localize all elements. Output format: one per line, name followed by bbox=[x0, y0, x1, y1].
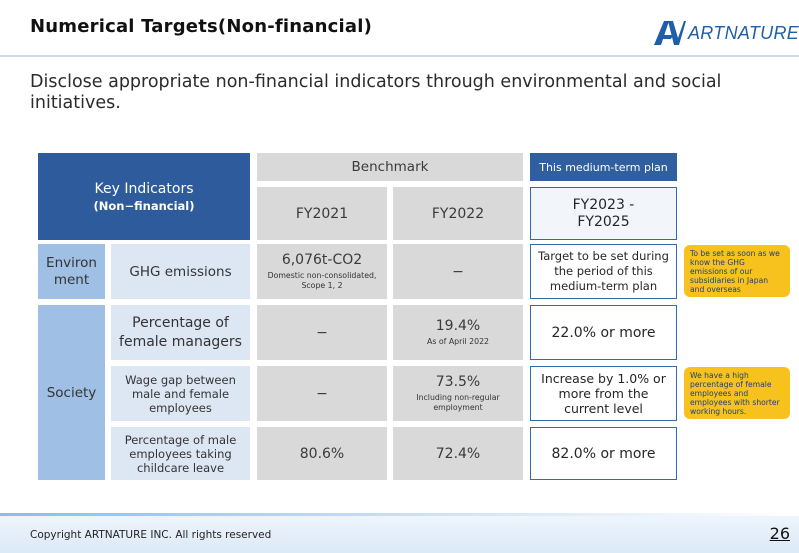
fy2022-header: FY2022 bbox=[393, 187, 523, 240]
key-indicators-header: Key Indicators (Non−financial) bbox=[38, 153, 250, 240]
lead-text: Disclose appropriate non-financial indic… bbox=[30, 72, 722, 113]
ghg-note-callout: To be set as soon as we know the GHG emi… bbox=[684, 245, 790, 297]
footer-divider bbox=[0, 513, 799, 516]
wage-gap-fy2021: − bbox=[257, 366, 387, 421]
female-managers-plan: 22.0% or more bbox=[530, 305, 677, 360]
female-managers-fy2022: 19.4% bbox=[435, 318, 481, 334]
plan-period-header: FY2023 - FY2025 bbox=[530, 187, 677, 240]
childcare-leave-plan: 82.0% or more bbox=[530, 427, 677, 480]
ghg-fy2021-cell: 6,076t-CO2 Domestic non-consolidated, Sc… bbox=[257, 244, 387, 299]
childcare-leave-fy2022: 72.4% bbox=[393, 427, 523, 480]
key-indicators-subtitle: (Non−financial) bbox=[93, 198, 195, 213]
society-note-callout: We have a high percentage of female empl… bbox=[684, 367, 790, 419]
artnature-logo: ARTNATURE bbox=[652, 18, 799, 48]
indicator-childcare-leave: Percentage of male employees taking chil… bbox=[111, 427, 250, 480]
ghg-fy2022-value: − bbox=[393, 244, 523, 299]
benchmark-header: Benchmark bbox=[257, 153, 523, 181]
category-environment: Environ ment bbox=[38, 244, 105, 299]
indicator-wage-gap: Wage gap between male and female employe… bbox=[111, 366, 250, 421]
wage-gap-fy2022-note: Including non-regular employment bbox=[416, 393, 500, 412]
indicator-female-managers: Percentage of female managers bbox=[111, 305, 250, 360]
key-indicators-title: Key Indicators bbox=[94, 180, 194, 197]
fy2021-header: FY2021 bbox=[257, 187, 387, 240]
page-number: 26 bbox=[769, 524, 790, 543]
wage-gap-plan: Increase by 1.0% or more from the curren… bbox=[530, 366, 677, 421]
childcare-leave-fy2021: 80.6% bbox=[257, 427, 387, 480]
female-managers-fy2022-cell: 19.4% As of April 2022 bbox=[393, 305, 523, 360]
page-title: Numerical Targets(Non-financial) bbox=[30, 16, 373, 37]
logo-mark-icon bbox=[654, 21, 686, 45]
footer-band bbox=[0, 515, 799, 553]
indicator-ghg-emissions: GHG emissions bbox=[111, 244, 250, 299]
female-managers-fy2021: − bbox=[257, 305, 387, 360]
logo-text: ARTNATURE bbox=[688, 22, 799, 43]
ghg-fy2021-note: Domestic non-consolidated, Scope 1, 2 bbox=[267, 271, 377, 290]
ghg-fy2021-value: 6,076t-CO2 bbox=[281, 252, 363, 268]
wage-gap-fy2022: 73.5% bbox=[435, 374, 481, 390]
wage-gap-fy2022-cell: 73.5% Including non-regular employment bbox=[393, 366, 523, 421]
category-society: Society bbox=[38, 305, 105, 480]
copyright-text: Copyright ARTNATURE INC. All rights rese… bbox=[30, 529, 272, 541]
plan-header: This medium-term plan bbox=[530, 153, 677, 181]
ghg-plan-target: Target to be set during the period of th… bbox=[530, 244, 677, 299]
female-managers-fy2022-note: As of April 2022 bbox=[426, 337, 489, 346]
header-divider bbox=[0, 55, 799, 57]
